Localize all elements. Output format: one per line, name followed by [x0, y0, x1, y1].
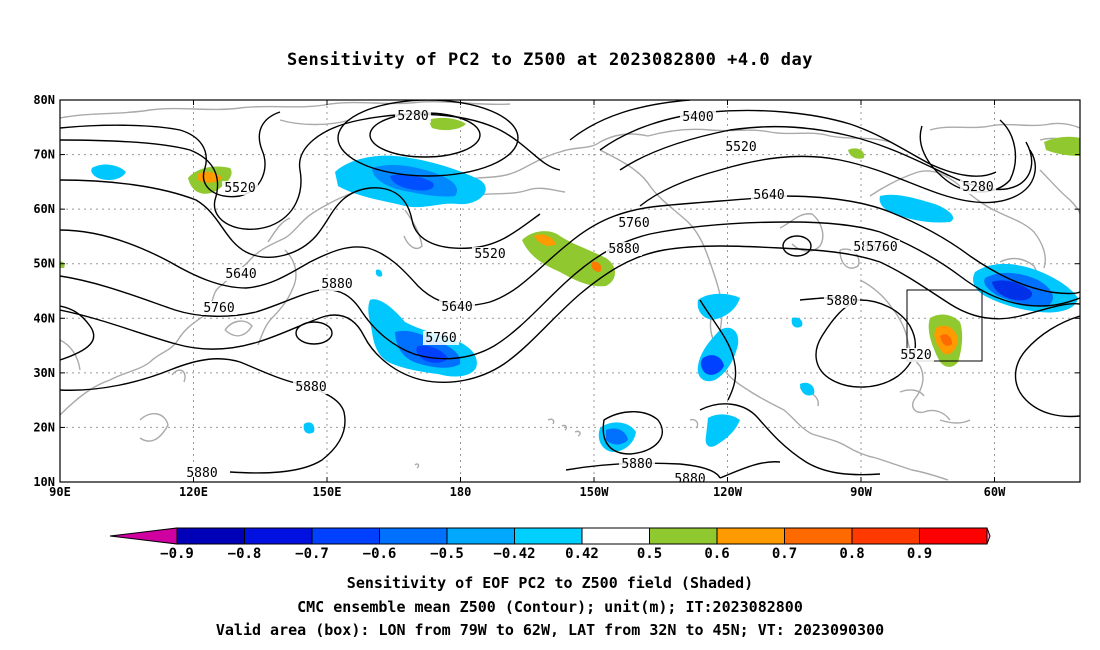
lon-label: 90W [850, 485, 872, 499]
colorbar-tick-label: 0.42 [565, 546, 599, 562]
contour-label: 5280 [962, 180, 993, 195]
lat-label: 60N [33, 202, 55, 216]
map-frame [59, 99, 1081, 483]
contour-label: 5640 [441, 300, 472, 315]
longitude-labels: 90E 120E 150E 180 150W 120W 90W 60W [49, 485, 1006, 499]
lon-label: 120E [179, 485, 208, 499]
map-area [60, 100, 1080, 482]
lon-label: 150E [313, 485, 342, 499]
colorbar-tick-label: 0.5 [637, 546, 662, 562]
lat-label: 80N [33, 93, 55, 107]
colorbar-tick-label: −0.9 [160, 546, 194, 562]
contour-label: 5880 [295, 380, 326, 395]
latitude-labels: 80N 70N 60N 50N 40N 30N 20N 10N [33, 93, 55, 489]
colorbar-segment [176, 527, 245, 545]
lon-label: 120W [713, 485, 743, 499]
colorbar-max-arrow [986, 527, 991, 545]
colorbar-tick-label: −0.6 [363, 546, 397, 562]
colorbar-segment [851, 527, 920, 545]
contour-label: 5760 [618, 216, 649, 231]
lat-label: 70N [33, 148, 55, 162]
colorbar [109, 527, 991, 545]
lat-label: 10N [33, 475, 55, 489]
colorbar-segment [716, 527, 785, 545]
colorbar-segment [379, 527, 448, 545]
z500-contours [60, 100, 1080, 479]
colorbar-segment [919, 527, 988, 545]
contour-label: 5880 [186, 466, 217, 481]
contour-label: 5760 [203, 301, 234, 316]
colorbar-segment [244, 527, 313, 545]
figure-title: Sensitivity of PC2 to Z500 at 2023082800… [286, 50, 813, 70]
lon-label: 150W [580, 485, 610, 499]
colorbar-tick-label: −0.5 [430, 546, 464, 562]
contour-label: 5880 [674, 472, 705, 487]
colorbar-tick-label: 0.8 [839, 546, 864, 562]
colorbar-tick-label: 0.6 [704, 546, 729, 562]
contour-label: 5520 [900, 348, 931, 363]
colorbar-segment [581, 527, 650, 545]
colorbar-segment [784, 527, 853, 545]
map-gridlines [60, 100, 1080, 482]
colorbar-tick-labels: −0.9 −0.8 −0.7 −0.6 −0.5 −0.42 0.42 0.5 0.6 0.7 0.… [160, 546, 932, 562]
colorbar-tick-label: 0.7 [772, 546, 797, 562]
contour-label: 5640 [753, 188, 784, 203]
contour-label: 5880 [608, 242, 639, 257]
lat-label: 20N [33, 420, 55, 434]
colorbar-segment [446, 527, 515, 545]
contour-label: 5880 [321, 277, 352, 292]
contour-label: 5280 [397, 109, 428, 124]
lat-label: 40N [33, 311, 55, 325]
caption-valid-area: Valid area (box): LON from 79W to 62W, L… [215, 621, 885, 639]
lon-label: 60W [984, 485, 1006, 499]
colorbar-segment [649, 527, 718, 545]
caption-contour: CMC ensemble mean Z500 (Contour); unit(m… [297, 598, 803, 616]
contour-label: 5520 [224, 181, 255, 196]
contour-label: 5760 [866, 240, 897, 255]
caption-shading: Sensitivity of EOF PC2 to Z500 field (Sh… [346, 574, 754, 592]
lon-label: 180 [450, 485, 472, 499]
lon-label: 90E [49, 485, 71, 499]
contour-label: 5640 [225, 267, 256, 282]
colorbar-min-arrow [109, 527, 178, 545]
contour-label: 5880 [621, 457, 652, 472]
contour-label: 5760 [425, 331, 456, 346]
contour-label: 5880 [826, 294, 857, 309]
colorbar-tick-label: −0.42 [493, 546, 535, 562]
colorbar-segment [311, 527, 380, 545]
contour-label: 5520 [474, 247, 505, 262]
colorbar-tick-label: −0.7 [295, 546, 329, 562]
contour-label: 5520 [725, 140, 756, 155]
valid-area-box [906, 289, 983, 362]
contour-label: 5400 [682, 110, 713, 125]
lat-label: 30N [33, 366, 55, 380]
colorbar-tick-label: 0.9 [907, 546, 932, 562]
colorbar-tick-label: −0.8 [228, 546, 262, 562]
lat-label: 50N [33, 257, 55, 271]
axis-ticks [59, 99, 1080, 483]
colorbar-segment [514, 527, 583, 545]
contour-labels: 5280 5400 5520 5520 5280 5520 5640 5760 5640 5880… [184, 109, 996, 487]
